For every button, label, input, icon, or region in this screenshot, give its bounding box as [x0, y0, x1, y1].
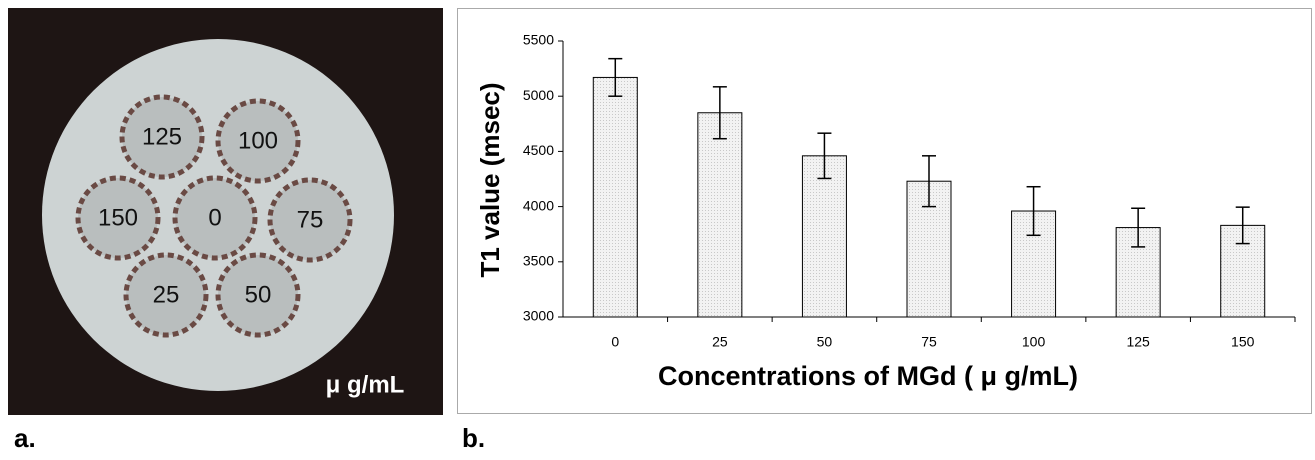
well-label: 50	[245, 281, 272, 308]
well-label: 75	[297, 206, 324, 233]
x-tick-label: 50	[817, 334, 833, 350]
y-tick-label: 4000	[523, 197, 554, 213]
y-axis-label: T1 value (msec)	[475, 82, 505, 277]
unit-label: μ g/mL	[326, 371, 405, 398]
well-label: 125	[142, 123, 182, 150]
chart-frame	[458, 9, 1312, 414]
well-label: 0	[208, 204, 221, 231]
y-tick-label: 3500	[523, 253, 554, 269]
bar	[593, 77, 637, 317]
y-tick-label: 5000	[523, 87, 554, 103]
panel-label: a.	[14, 423, 36, 453]
y-tick-label: 3000	[523, 308, 554, 324]
bar	[698, 113, 742, 317]
well-label: 100	[238, 127, 278, 154]
x-tick-label: 0	[611, 334, 619, 350]
x-tick-label: 25	[712, 334, 728, 350]
x-axis-label: Concentrations of MGd ( μ g/mL)	[658, 361, 1078, 391]
bar	[802, 156, 846, 317]
x-tick-label: 75	[921, 334, 937, 350]
x-tick-label: 150	[1231, 334, 1255, 350]
x-tick-label: 100	[1022, 334, 1046, 350]
well-label: 150	[98, 204, 138, 231]
x-tick-label: 125	[1126, 334, 1150, 350]
well-label: 25	[153, 281, 180, 308]
y-tick-label: 5500	[523, 32, 554, 48]
y-tick-label: 4500	[523, 142, 554, 158]
panel-label: b.	[462, 423, 485, 453]
figure: 125 100 150 0 75 25 50 μ g/mL a. b. Concentrat…	[0, 0, 1315, 455]
